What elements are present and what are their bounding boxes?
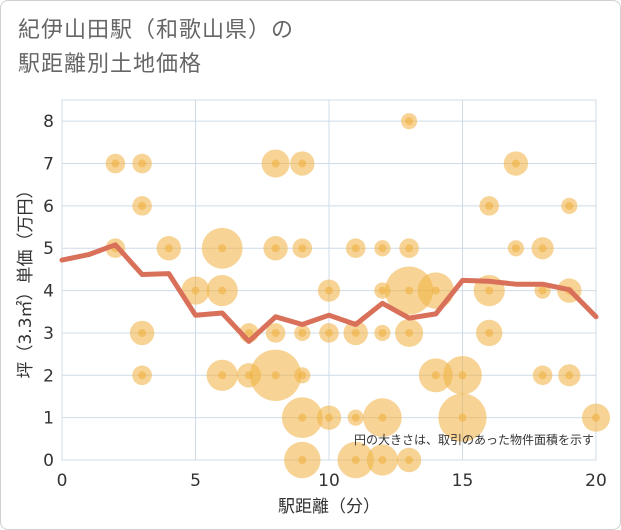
data-bubble-center [405, 286, 414, 295]
data-bubble-center [271, 328, 280, 337]
y-tick-label: 7 [43, 155, 54, 175]
data-bubble-center [138, 201, 147, 210]
data-bubble-center [325, 286, 333, 295]
data-bubble-center [378, 328, 387, 337]
data-bubble-center [378, 244, 387, 253]
average-line-series [59, 242, 599, 344]
data-bubble-center [298, 244, 307, 253]
data-bubble-center [351, 456, 360, 464]
data-bubble-center [511, 244, 520, 253]
y-axis-label: 坪（3.3㎡）単価（万円） [16, 181, 36, 378]
data-bubble-center [244, 328, 253, 337]
data-bubble-center [378, 456, 387, 464]
y-tick-label: 0 [43, 451, 54, 471]
y-tick-label: 6 [43, 197, 54, 217]
x-tick-label: 15 [452, 471, 474, 491]
data-bubble-center [271, 244, 280, 253]
data-bubble-center [405, 117, 414, 126]
y-tick-label: 8 [43, 112, 54, 132]
chart-title-line2: 駅距離別土地価格 [18, 52, 203, 77]
data-bubble-center [565, 371, 574, 380]
data-bubble-center [592, 413, 600, 422]
data-bubble-center [218, 244, 227, 253]
x-tick-label: 10 [318, 471, 340, 491]
data-bubble-center [298, 371, 307, 380]
data-bubble-center [271, 371, 280, 380]
x-tick-labels: 0 5 10 15 20 [57, 471, 607, 491]
data-bubble-center [325, 328, 333, 337]
x-tick-label: 5 [190, 471, 201, 491]
average-line [59, 242, 599, 344]
y-tick-label: 2 [43, 366, 54, 386]
data-bubble-center [298, 456, 307, 464]
data-bubble-center [138, 371, 147, 380]
data-bubble-center [325, 413, 333, 422]
data-bubble-center [458, 413, 467, 422]
data-bubble-center [111, 159, 120, 168]
data-bubble-center [218, 286, 227, 295]
data-bubble-center [298, 159, 307, 168]
y-tick-label: 5 [43, 239, 54, 259]
data-bubble-center [485, 328, 494, 337]
data-bubble-center [405, 244, 414, 253]
chart-title-line1: 紀伊山田駅（和歌山県）の [18, 18, 295, 43]
data-bubble-center [538, 371, 547, 380]
data-bubble-center [218, 371, 227, 380]
data-bubble-center [538, 244, 547, 253]
x-tick-label: 20 [585, 471, 607, 491]
data-bubble-center [138, 159, 147, 168]
data-bubble-center [271, 159, 280, 168]
data-bubble-center [538, 286, 547, 295]
data-bubble-center [138, 328, 147, 337]
y-tick-labels: 0 1 2 3 4 5 6 7 8 [43, 112, 54, 471]
data-bubble-center [378, 413, 387, 422]
data-bubble-center [405, 328, 414, 337]
data-bubble-center [511, 159, 520, 168]
chart-title: 紀伊山田駅（和歌山県）の 駅距離別土地価格 [18, 14, 294, 82]
data-bubble-center [485, 286, 494, 295]
bubble-series [105, 113, 611, 479]
data-bubble-center [565, 201, 574, 210]
data-bubble-center [431, 286, 440, 295]
data-bubble-center [378, 286, 387, 295]
data-bubble-center [405, 456, 414, 464]
data-bubble-center [351, 413, 360, 422]
y-tick-label: 1 [43, 409, 54, 429]
y-tick-label: 4 [43, 282, 54, 302]
x-tick-label: 0 [57, 471, 68, 491]
data-bubble-center [298, 413, 307, 422]
x-axis-label: 駅距離（分） [278, 497, 380, 517]
data-bubble-center [458, 371, 467, 380]
data-bubble-center [164, 244, 173, 253]
data-bubble-center [351, 328, 360, 337]
data-bubble-center [298, 328, 307, 337]
bubble-size-note: 円の大きさは、取引のあった物件面積を示す [354, 432, 594, 447]
data-bubble-center [485, 201, 494, 210]
data-bubble-center [351, 244, 360, 253]
y-tick-label: 3 [43, 324, 54, 344]
data-bubble-center [191, 286, 200, 295]
data-bubble-center [431, 371, 440, 380]
